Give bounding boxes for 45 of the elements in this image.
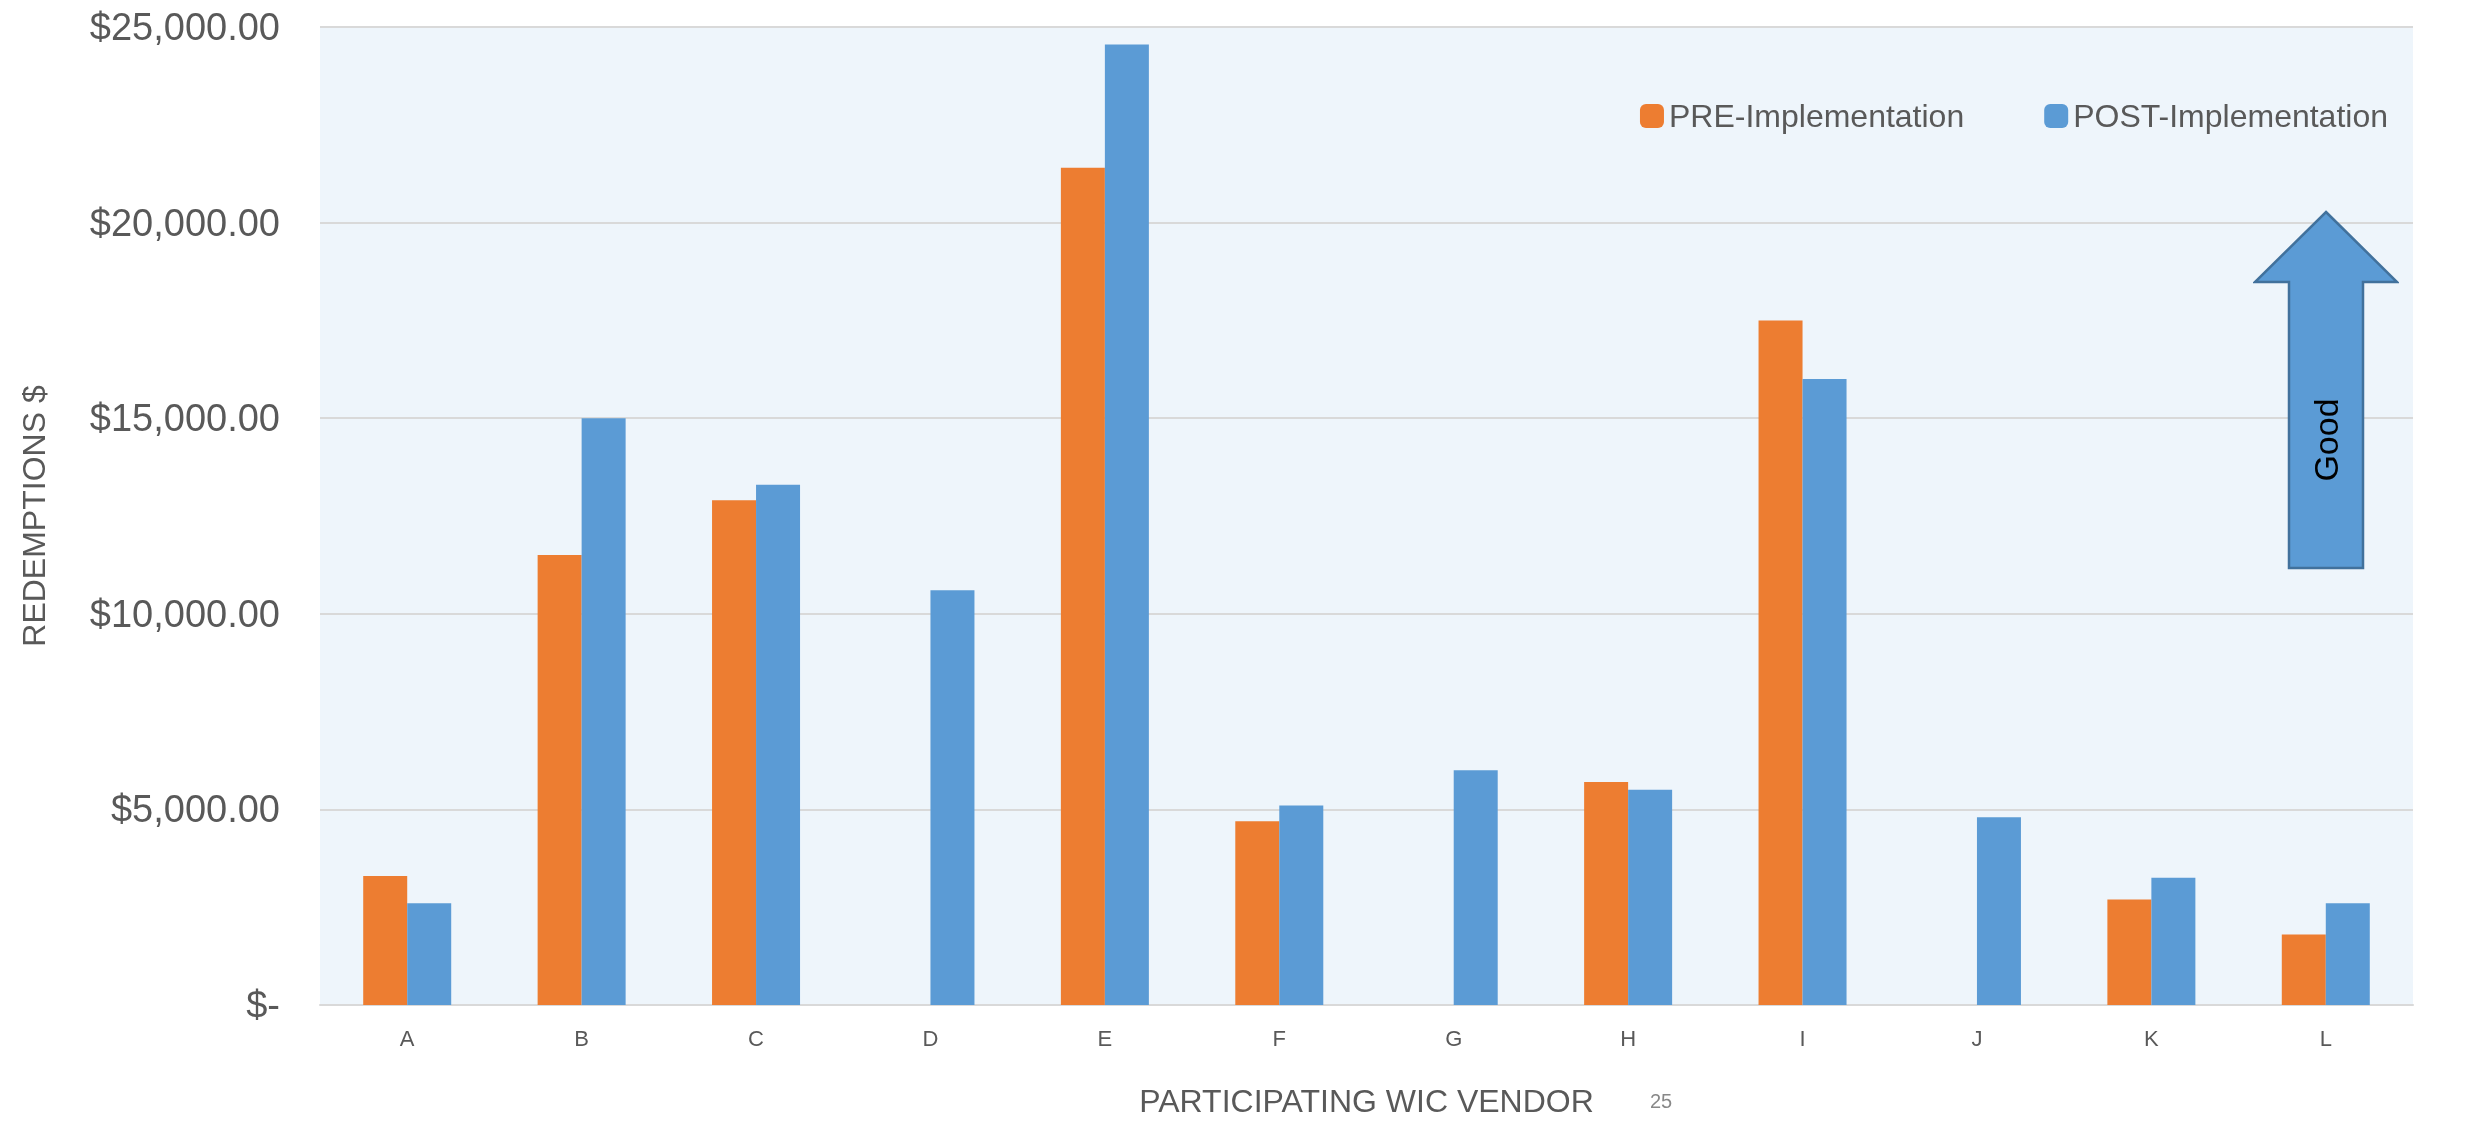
y-tick-label: $5,000.00 (110, 788, 280, 831)
x-tick-label: H (1620, 1025, 1637, 1051)
bar (1453, 770, 1498, 1005)
bar (712, 500, 757, 1005)
legend-label: POST-Implementation (2073, 98, 2388, 134)
bar (2325, 903, 2370, 1005)
text: 25 (1650, 1090, 1673, 1113)
bar (2281, 934, 2326, 1005)
bar (2107, 899, 2152, 1005)
legend-label: PRE-Implementation (1668, 98, 1965, 134)
bar (1235, 821, 1280, 1005)
x-tick-label: C (748, 1025, 765, 1051)
bar (1802, 379, 1847, 1005)
bar (1060, 167, 1105, 1005)
bar (363, 875, 408, 1005)
x-axis-title: PARTICIPATING WIC VENDOR (1139, 1083, 1594, 1119)
x-tick-label: F (1272, 1025, 1287, 1051)
bar (407, 903, 452, 1005)
y-tick-label: $15,000.00 (89, 397, 280, 440)
bar (930, 590, 975, 1005)
bar (1628, 789, 1673, 1005)
y-tick-label: $20,000.00 (89, 201, 280, 244)
y-tick-label: $- (246, 984, 280, 1026)
bar (581, 418, 626, 1005)
bar (756, 484, 801, 1005)
x-tick-label: L (2319, 1025, 2332, 1051)
x-tick-label: G (1445, 1025, 1463, 1051)
annotation: Good (2306, 397, 2346, 484)
x-tick-label: E (1097, 1025, 1113, 1051)
x-tick-label: I (1799, 1025, 1806, 1051)
bar (2151, 877, 2196, 1005)
bar (1976, 817, 2021, 1005)
bar (1104, 44, 1149, 1005)
x-tick-label: K (2144, 1025, 2160, 1051)
x-tick-label: D (922, 1025, 939, 1051)
y-tick-label: $25,000.00 (89, 6, 280, 48)
y-tick-label: $10,000.00 (89, 592, 280, 635)
bar (1758, 320, 1803, 1005)
y-axis-title: REDEMPTIONS $ (16, 385, 52, 647)
bar (1279, 805, 1324, 1005)
bar (537, 555, 582, 1005)
x-tick-label: J (1971, 1025, 1983, 1051)
bar (1584, 782, 1629, 1005)
x-tick-label: A (399, 1025, 415, 1051)
x-tick-label: B (574, 1025, 589, 1051)
